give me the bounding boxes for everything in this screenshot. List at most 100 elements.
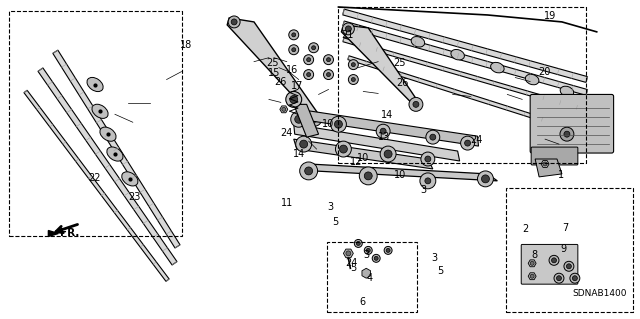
Polygon shape — [535, 159, 562, 177]
Text: 1: 1 — [558, 170, 564, 180]
Circle shape — [380, 146, 396, 162]
Text: 21: 21 — [341, 30, 353, 40]
Circle shape — [386, 249, 390, 252]
Text: 10: 10 — [322, 119, 334, 129]
Text: 3: 3 — [431, 253, 437, 263]
Text: 15: 15 — [268, 68, 280, 78]
Polygon shape — [528, 260, 536, 267]
Circle shape — [359, 167, 377, 185]
Polygon shape — [308, 164, 497, 181]
Circle shape — [426, 130, 440, 144]
Circle shape — [303, 55, 314, 65]
Circle shape — [421, 152, 435, 166]
Circle shape — [348, 60, 358, 70]
Polygon shape — [280, 106, 288, 113]
Circle shape — [351, 63, 355, 67]
FancyBboxPatch shape — [531, 147, 578, 165]
Circle shape — [425, 178, 431, 184]
Polygon shape — [49, 231, 58, 236]
Circle shape — [425, 156, 431, 162]
Text: 14: 14 — [381, 109, 393, 120]
Circle shape — [312, 116, 317, 122]
FancyBboxPatch shape — [521, 244, 578, 284]
Circle shape — [351, 78, 355, 82]
Circle shape — [552, 258, 557, 263]
Circle shape — [228, 16, 240, 28]
Circle shape — [324, 70, 333, 79]
Circle shape — [307, 73, 310, 77]
Text: 22: 22 — [88, 173, 101, 183]
Text: 25: 25 — [394, 58, 406, 68]
Text: 24: 24 — [470, 136, 483, 145]
Circle shape — [530, 261, 534, 265]
Text: 24: 24 — [280, 128, 293, 137]
Circle shape — [380, 128, 386, 134]
Text: 20: 20 — [538, 67, 550, 77]
Circle shape — [554, 273, 564, 283]
Circle shape — [564, 261, 574, 271]
Polygon shape — [343, 38, 577, 109]
Circle shape — [330, 116, 346, 132]
Circle shape — [420, 173, 436, 189]
Polygon shape — [53, 50, 180, 248]
Polygon shape — [38, 68, 177, 265]
Text: 23: 23 — [128, 192, 140, 202]
Polygon shape — [294, 124, 460, 161]
Circle shape — [312, 46, 316, 50]
Bar — [327, 242, 417, 312]
Ellipse shape — [100, 127, 116, 141]
Circle shape — [530, 274, 534, 278]
Bar — [9, 11, 182, 235]
Circle shape — [282, 108, 286, 111]
Circle shape — [342, 23, 355, 35]
Circle shape — [291, 111, 307, 127]
Circle shape — [461, 136, 474, 150]
Circle shape — [307, 58, 310, 62]
Ellipse shape — [560, 86, 573, 97]
Polygon shape — [528, 273, 536, 280]
Circle shape — [290, 95, 298, 103]
Circle shape — [231, 19, 237, 25]
Circle shape — [372, 254, 380, 262]
Text: 3: 3 — [327, 202, 333, 212]
Circle shape — [339, 145, 348, 153]
Ellipse shape — [525, 74, 539, 85]
Text: 2: 2 — [522, 224, 528, 234]
Polygon shape — [348, 56, 543, 121]
Circle shape — [384, 246, 392, 254]
Text: FR.: FR. — [60, 227, 79, 238]
Text: 9: 9 — [560, 244, 566, 254]
Text: 3: 3 — [363, 249, 369, 260]
Circle shape — [560, 127, 574, 141]
Ellipse shape — [92, 104, 108, 118]
Text: 26: 26 — [396, 78, 408, 88]
Text: 14: 14 — [293, 149, 305, 159]
Circle shape — [324, 55, 333, 65]
Bar — [506, 188, 633, 312]
Circle shape — [549, 256, 559, 265]
Text: 10: 10 — [356, 153, 369, 163]
Text: 11: 11 — [281, 198, 293, 208]
Ellipse shape — [491, 63, 504, 73]
Ellipse shape — [107, 147, 123, 161]
Circle shape — [465, 140, 470, 146]
Ellipse shape — [87, 78, 103, 92]
Circle shape — [477, 171, 493, 187]
Circle shape — [557, 276, 561, 281]
Polygon shape — [299, 109, 479, 146]
Circle shape — [413, 101, 419, 108]
Circle shape — [289, 45, 299, 55]
Text: 5: 5 — [349, 263, 356, 273]
Text: 12: 12 — [350, 157, 363, 167]
Text: SDNAB1400: SDNAB1400 — [572, 289, 627, 298]
Circle shape — [300, 162, 317, 180]
Ellipse shape — [451, 49, 465, 60]
Circle shape — [303, 70, 314, 79]
Circle shape — [308, 112, 321, 126]
Polygon shape — [294, 104, 319, 137]
Circle shape — [543, 162, 547, 166]
Circle shape — [430, 134, 436, 140]
Circle shape — [292, 33, 296, 37]
Circle shape — [481, 175, 490, 183]
Polygon shape — [344, 249, 353, 258]
